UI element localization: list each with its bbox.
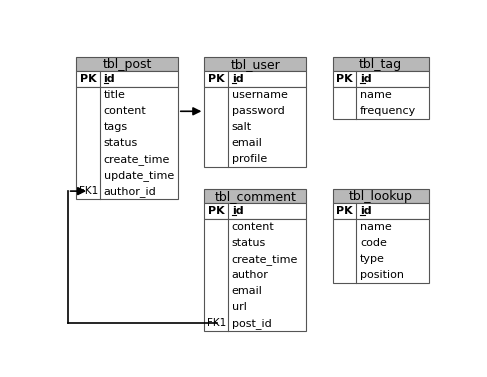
Bar — [76, 57, 178, 71]
Text: tbl_comment: tbl_comment — [214, 190, 296, 203]
Text: username: username — [232, 90, 288, 100]
Text: name: name — [360, 222, 392, 232]
Bar — [205, 57, 306, 71]
Bar — [333, 57, 429, 71]
Bar — [333, 204, 429, 219]
Bar — [205, 189, 306, 204]
Text: id: id — [232, 207, 244, 216]
Text: id: id — [360, 74, 372, 84]
Text: tbl_lookup: tbl_lookup — [349, 190, 412, 203]
Text: id: id — [232, 74, 244, 84]
Bar — [205, 71, 306, 87]
Text: id: id — [104, 74, 115, 84]
Text: tbl_tag: tbl_tag — [359, 58, 402, 70]
Text: create_time: create_time — [104, 154, 170, 165]
Text: salt: salt — [232, 122, 252, 132]
Text: tags: tags — [104, 122, 128, 132]
Text: PK: PK — [80, 74, 96, 84]
Text: content: content — [232, 222, 275, 232]
Text: author: author — [232, 270, 269, 280]
Bar — [333, 219, 429, 283]
Text: tbl_post: tbl_post — [102, 58, 151, 70]
Text: PK: PK — [337, 207, 353, 216]
Text: PK: PK — [208, 74, 225, 84]
Text: author_id: author_id — [104, 185, 156, 196]
Text: position: position — [360, 270, 404, 280]
Bar — [333, 87, 429, 119]
Text: FK1: FK1 — [207, 318, 226, 328]
Text: FK1: FK1 — [79, 186, 98, 196]
Text: profile: profile — [232, 154, 267, 164]
Text: PK: PK — [208, 207, 225, 216]
Bar — [333, 189, 429, 204]
Text: tbl_user: tbl_user — [230, 58, 280, 70]
Text: email: email — [232, 286, 262, 296]
Bar — [205, 219, 306, 331]
Bar — [76, 87, 178, 199]
Bar — [333, 71, 429, 87]
Text: title: title — [104, 90, 125, 100]
Text: status: status — [232, 238, 266, 248]
Bar — [205, 204, 306, 219]
Text: password: password — [232, 106, 284, 116]
Text: name: name — [360, 90, 392, 100]
Text: url: url — [232, 302, 247, 312]
Text: code: code — [360, 238, 387, 248]
Text: email: email — [232, 138, 262, 148]
Text: frequency: frequency — [360, 106, 416, 116]
Bar — [76, 71, 178, 87]
Bar — [205, 87, 306, 167]
Text: type: type — [360, 254, 385, 264]
Text: post_id: post_id — [232, 318, 272, 329]
Text: status: status — [104, 138, 138, 148]
Text: update_time: update_time — [104, 170, 174, 181]
Text: content: content — [104, 106, 146, 116]
Text: create_time: create_time — [232, 254, 298, 265]
Text: id: id — [360, 207, 372, 216]
Text: PK: PK — [337, 74, 353, 84]
